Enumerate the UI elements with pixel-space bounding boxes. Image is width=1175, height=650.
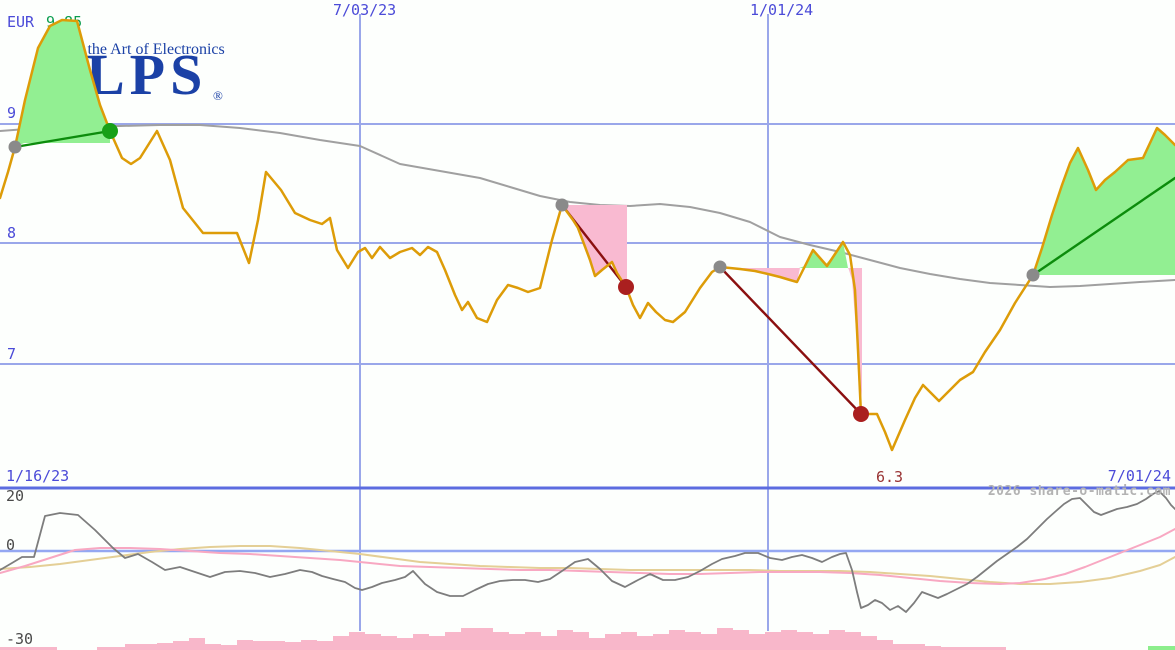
histogram-bar bbox=[573, 632, 589, 650]
trade-1-exit_win-marker bbox=[102, 123, 118, 139]
trade-3-entry-marker bbox=[713, 260, 727, 274]
histogram-bar bbox=[237, 640, 253, 650]
histogram-bar bbox=[861, 636, 877, 650]
histogram-bar bbox=[877, 640, 893, 650]
trade-4-trend-line bbox=[1031, 176, 1175, 277]
trade-2-exit_loss-marker bbox=[618, 279, 634, 295]
histogram-bar bbox=[669, 630, 685, 650]
histogram-bar bbox=[493, 632, 509, 650]
histogram-bar bbox=[349, 632, 365, 650]
histogram-bar bbox=[541, 636, 557, 650]
histogram-bar-positive bbox=[1148, 646, 1175, 650]
oscillator-fast-line bbox=[0, 490, 1175, 613]
histogram-bar bbox=[125, 644, 157, 650]
histogram-bar bbox=[717, 628, 733, 650]
logo-brand-text: LPS bbox=[86, 42, 208, 107]
registered-trademark-icon: ® bbox=[213, 88, 223, 103]
trade-1-entry-marker bbox=[8, 140, 22, 154]
histogram-bar bbox=[813, 634, 829, 650]
histogram-bar bbox=[525, 632, 541, 650]
histogram-bar bbox=[701, 634, 717, 650]
trade-3-fill-win bbox=[799, 242, 848, 268]
trade-1-fill-win bbox=[15, 20, 110, 147]
currency-label: EUR bbox=[7, 13, 35, 31]
histogram-bar bbox=[381, 636, 397, 650]
histogram-bar bbox=[157, 643, 173, 650]
histogram-bar bbox=[205, 644, 221, 650]
histogram-bar bbox=[413, 634, 429, 650]
trade-2-entry-marker bbox=[555, 198, 569, 212]
trade-1-trend-line bbox=[13, 129, 112, 149]
trade-4-entry-marker bbox=[1026, 268, 1040, 282]
histogram-bar bbox=[653, 634, 669, 650]
histogram-bar bbox=[0, 647, 57, 650]
moving-average-line bbox=[0, 124, 1175, 288]
histogram-bar bbox=[253, 641, 285, 650]
histogram-bar bbox=[509, 634, 525, 650]
histogram-bar bbox=[733, 630, 749, 650]
histogram-bar bbox=[301, 640, 317, 650]
histogram-bar bbox=[557, 630, 573, 650]
histogram-bar bbox=[781, 630, 797, 650]
histogram-bar bbox=[589, 638, 605, 650]
histogram-bar bbox=[925, 646, 941, 650]
price-line bbox=[0, 18, 1175, 452]
histogram-bar bbox=[461, 628, 493, 650]
trade-3-trend-line bbox=[718, 265, 863, 416]
histogram-bar bbox=[221, 645, 237, 650]
histogram-bar bbox=[173, 641, 189, 650]
histogram-bar bbox=[285, 642, 301, 650]
histogram-bar bbox=[797, 632, 813, 650]
trade-4-fill-win bbox=[1033, 128, 1175, 275]
histogram-bar bbox=[445, 632, 461, 650]
histogram-bar bbox=[637, 636, 653, 650]
histogram-bar bbox=[845, 632, 861, 650]
histogram-bar bbox=[397, 638, 413, 650]
histogram-bar bbox=[429, 636, 445, 650]
histogram-bar bbox=[621, 632, 637, 650]
histogram-bar bbox=[333, 636, 349, 650]
histogram-bar bbox=[893, 644, 925, 650]
histogram-bar bbox=[605, 634, 621, 650]
oscillator-signal-line bbox=[0, 528, 1175, 585]
histogram-bar bbox=[765, 632, 781, 650]
histogram-bar bbox=[685, 632, 701, 650]
histogram-bar bbox=[749, 634, 765, 650]
histogram-bar bbox=[941, 647, 1006, 650]
histogram-bar bbox=[317, 641, 333, 650]
histogram-bar bbox=[97, 647, 125, 650]
trade-3-exit_loss-marker bbox=[853, 406, 869, 422]
histogram-bar bbox=[189, 638, 205, 650]
histogram-bar bbox=[829, 630, 845, 650]
histogram-bar bbox=[365, 634, 381, 650]
